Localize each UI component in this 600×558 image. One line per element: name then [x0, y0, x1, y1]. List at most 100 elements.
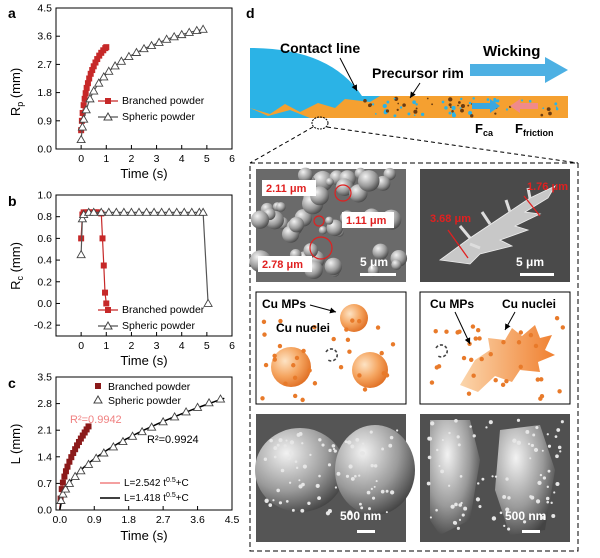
pore [396, 108, 399, 111]
data-point [154, 37, 164, 46]
sphere [335, 178, 354, 196]
data-point [80, 102, 87, 109]
y-tick-label: 1.8 [37, 87, 52, 99]
pore [460, 97, 463, 101]
data-point [85, 93, 95, 103]
data-point [91, 453, 101, 462]
nucleus [302, 464, 307, 469]
data-point [81, 429, 88, 436]
nucleus [260, 396, 265, 401]
data-point [137, 426, 147, 436]
nucleus [547, 469, 551, 473]
nucleus [283, 381, 288, 386]
panel-c-xlabel: Time (s) [120, 528, 167, 543]
x-tick-label: 1.8 [121, 514, 136, 526]
nucleus [479, 356, 484, 362]
sem-right-scale-label: 5 μm [516, 255, 544, 269]
nucleus [294, 460, 298, 463]
data-point [161, 34, 172, 43]
legend-label-branched: Branched powder [122, 304, 205, 316]
wicking-arrow-icon [470, 57, 568, 83]
nucleus [285, 500, 289, 503]
nucleus [560, 325, 565, 330]
data-point [70, 450, 77, 456]
nucleus [463, 506, 468, 511]
sphere-particle [271, 347, 311, 387]
pore [374, 112, 377, 115]
legend-label-branched: Branched powder [122, 95, 205, 107]
nucleus [327, 509, 332, 514]
scale-bar [522, 530, 540, 533]
panel-b-xlabel: Time (s) [120, 353, 167, 368]
nucleus [507, 496, 511, 500]
series-line [80, 211, 209, 304]
nucleus [350, 444, 355, 449]
data-point [146, 40, 157, 50]
pore [431, 103, 434, 106]
nucleus [444, 329, 449, 334]
nucleus [380, 489, 385, 494]
data-point [108, 442, 119, 451]
nucleus [375, 480, 378, 483]
nucleus [301, 348, 306, 354]
nucleus [503, 524, 506, 527]
scale-bar [360, 273, 396, 276]
sphere [297, 167, 313, 183]
nucleus [429, 380, 435, 385]
data-point [86, 75, 93, 82]
data-point [64, 463, 71, 470]
data-point [98, 72, 109, 81]
pore [369, 103, 373, 107]
zoom-left-nuclei [263, 429, 399, 516]
nucleus [357, 373, 362, 378]
panel-a-legend: Branched powder Spheric powder [98, 95, 205, 123]
data-point [79, 432, 86, 439]
pore [470, 114, 474, 118]
nucleus [488, 351, 493, 357]
nucleus [533, 343, 539, 349]
nucleus [345, 337, 351, 343]
pore [415, 107, 418, 110]
pore [486, 98, 490, 101]
sphere [312, 170, 333, 192]
pore [448, 111, 452, 115]
panel-b: b 0 1 2 3 4 5 6-0.20.00.20.40.60.81.0 Rc (mm) … [8, 190, 235, 369]
pore [459, 107, 462, 110]
pore [542, 107, 545, 110]
data-point [116, 56, 127, 65]
sem-label-2: 1.11 μm [346, 215, 387, 227]
nucleus [287, 456, 291, 460]
data-point [94, 56, 101, 63]
nucleus [559, 450, 562, 453]
pore [494, 112, 497, 115]
nucleus [438, 465, 441, 468]
nucleus [493, 378, 498, 383]
nucleus [545, 496, 550, 501]
panel-c-legend-fits: L=2.542 t0.5+C L=1.418 t0.5+C [100, 477, 189, 504]
contact-line-label: Contact line [280, 40, 360, 56]
nucleus [466, 391, 472, 396]
nucleus [373, 464, 378, 468]
nucleus [546, 485, 549, 489]
data-point [179, 207, 190, 216]
y-tick-label: 2.7 [37, 59, 52, 71]
pore [441, 100, 445, 104]
y-tick-label: 0.2 [37, 276, 52, 288]
y-tick-label: -0.2 [34, 320, 52, 332]
zoom-right-scale-label: 500 nm [505, 509, 546, 523]
panel-a: a 0 1 2 3 4 5 6 0.0 0.9 1.8 2.7 3.6 4.5 Rp (mm) Time… [8, 3, 235, 182]
nucleus [272, 353, 277, 358]
nucleus [500, 382, 506, 388]
nucleus [477, 336, 482, 341]
label-box [258, 256, 312, 272]
pore [505, 108, 509, 111]
nucleus [533, 447, 539, 453]
sem-zoom-branched: 500 nm [420, 414, 570, 542]
pore [451, 105, 456, 111]
data-point [76, 465, 86, 475]
nucleus [350, 318, 355, 323]
nucleus [379, 350, 384, 356]
pore [554, 102, 558, 106]
data-point [141, 207, 152, 216]
panel-c-frame [55, 376, 233, 511]
